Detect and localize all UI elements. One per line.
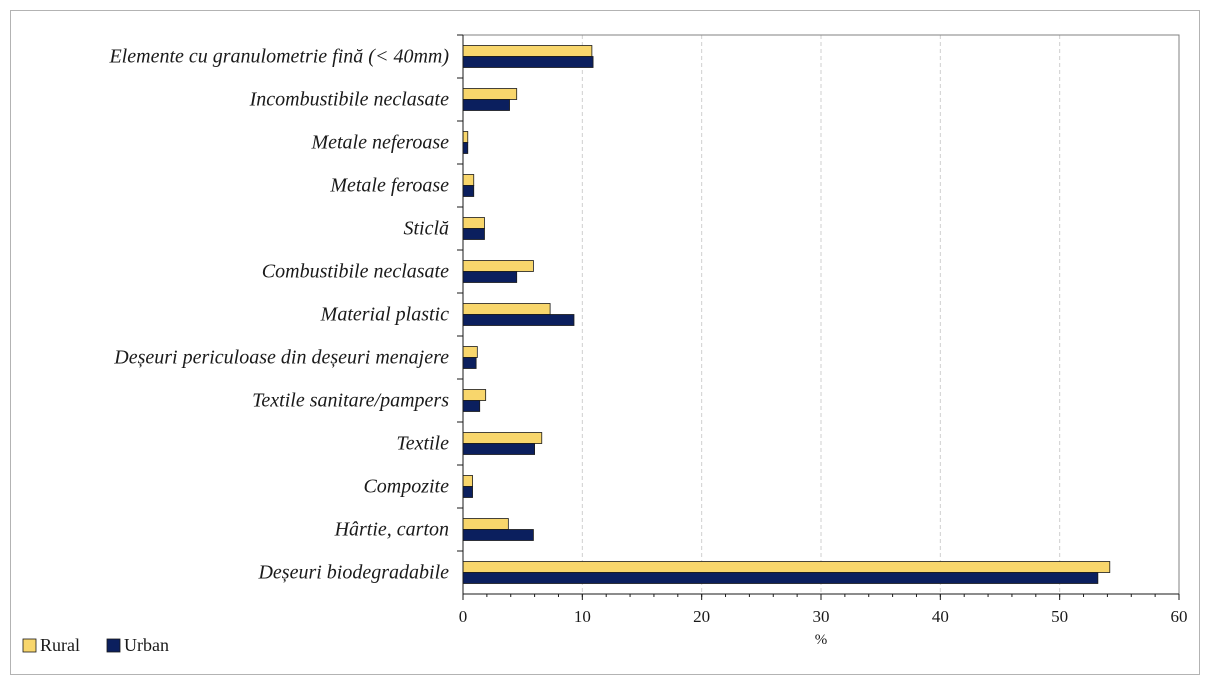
x-tick-label: 40	[932, 607, 949, 626]
bar-urban	[462, 400, 481, 412]
bar-urban	[462, 443, 535, 455]
bars	[462, 45, 1111, 584]
x-tick-label: 0	[459, 607, 468, 626]
category-label: Metale neferoase	[310, 132, 449, 154]
bar-rural	[462, 45, 593, 57]
x-axis-title: %	[815, 632, 828, 648]
chart-frame: Elemente cu granulometrie fină (< 40mm) I…	[10, 10, 1200, 675]
x-tick-label: 30	[813, 607, 830, 626]
category-label: Elemente cu granulometrie fină (< 40mm)	[108, 46, 449, 68]
legend: Rural Urban	[22, 635, 169, 655]
bar-urban	[462, 572, 1099, 584]
bar-rural	[462, 174, 475, 186]
category-label: Incombustibile neclasate	[249, 89, 450, 111]
category-label: Textile	[396, 433, 449, 455]
category-label: Metale feroase	[329, 175, 449, 197]
bar-rural	[462, 432, 543, 444]
category-labels: Elemente cu granulometrie fină (< 40mm) I…	[108, 46, 449, 584]
category-label: Combustibile neclasate	[262, 261, 449, 283]
bar-chart: Elemente cu granulometrie fină (< 40mm) I…	[22, 34, 1188, 655]
bar-urban	[462, 486, 473, 498]
bar-rural	[462, 346, 478, 358]
category-label: Deșeuri biodegradabile	[257, 562, 449, 584]
grid-lines	[581, 35, 1061, 594]
axes	[457, 34, 1180, 600]
category-label: Deșeuri periculoase din deșeuri menajere	[113, 347, 449, 369]
bar-urban	[462, 56, 594, 68]
bar-urban	[462, 99, 510, 111]
bar-rural	[462, 217, 485, 229]
legend-label: Urban	[124, 635, 169, 655]
x-tick-label: 10	[574, 607, 591, 626]
bar-urban	[462, 314, 575, 326]
bar-urban	[462, 529, 534, 541]
category-label: Hârtie, carton	[334, 519, 449, 541]
x-tick-label: 20	[693, 607, 710, 626]
category-label: Textile sanitare/pampers	[252, 390, 449, 412]
bar-urban	[462, 228, 485, 240]
bar-urban	[462, 185, 475, 197]
x-tick-labels: 0 10 20 30 40 50 60	[459, 607, 1188, 626]
category-label: Sticlă	[403, 218, 449, 240]
bar-rural	[462, 518, 509, 530]
bar-rural	[462, 561, 1111, 573]
legend-swatch-rural	[22, 638, 37, 653]
x-tick-label: 60	[1171, 607, 1188, 626]
bar-rural	[462, 131, 469, 143]
bar-rural	[462, 88, 518, 100]
legend-swatch-urban	[106, 638, 121, 653]
x-tick-label: 50	[1051, 607, 1068, 626]
bar-rural	[462, 303, 551, 315]
bar-rural	[462, 475, 473, 487]
category-label: Material plastic	[320, 304, 449, 326]
bar-rural	[462, 260, 534, 272]
bar-urban	[462, 271, 518, 283]
category-label: Compozite	[363, 476, 449, 498]
bar-urban	[462, 142, 469, 154]
legend-label: Rural	[40, 635, 80, 655]
bar-rural	[462, 389, 487, 401]
bar-urban	[462, 357, 477, 369]
